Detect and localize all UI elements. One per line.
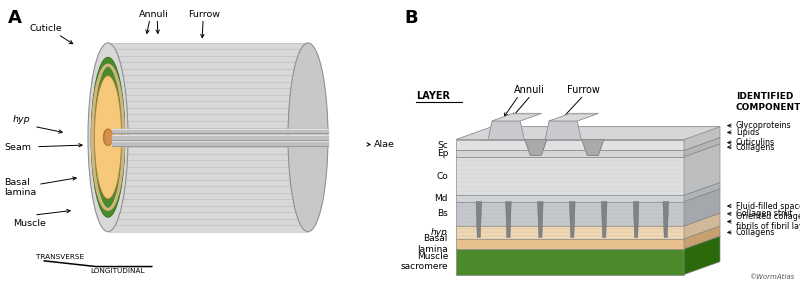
Text: Fluid-filled space: Fluid-filled space — [736, 202, 800, 210]
Polygon shape — [684, 127, 720, 150]
Polygon shape — [488, 121, 524, 140]
Text: Md: Md — [434, 194, 448, 203]
Polygon shape — [684, 182, 720, 202]
Polygon shape — [108, 43, 308, 232]
Polygon shape — [456, 182, 720, 195]
Text: IDENTIFIED
COMPONENTS: IDENTIFIED COMPONENTS — [736, 92, 800, 112]
Ellipse shape — [91, 57, 125, 217]
Polygon shape — [506, 202, 511, 237]
Ellipse shape — [103, 129, 112, 146]
Text: LAYER: LAYER — [416, 91, 450, 101]
Ellipse shape — [88, 43, 128, 232]
Polygon shape — [456, 239, 684, 249]
Text: Glycoproteins: Glycoproteins — [736, 121, 792, 130]
Polygon shape — [634, 202, 639, 237]
Text: Bs: Bs — [438, 209, 448, 218]
Polygon shape — [456, 150, 684, 157]
Polygon shape — [684, 236, 720, 275]
Polygon shape — [525, 140, 547, 155]
Text: Co: Co — [436, 172, 448, 180]
Polygon shape — [684, 189, 720, 226]
Text: Muscle: Muscle — [13, 219, 46, 228]
Text: Collagens: Collagens — [736, 143, 775, 152]
Text: Alae: Alae — [374, 140, 395, 149]
Text: ©WormAtlas: ©WormAtlas — [749, 274, 794, 280]
Polygon shape — [456, 144, 720, 157]
Text: LONGITUDINAL: LONGITUDINAL — [90, 268, 145, 274]
Text: Muscle
sacromere: Muscle sacromere — [400, 252, 448, 271]
Polygon shape — [488, 121, 524, 140]
Polygon shape — [456, 202, 684, 226]
Polygon shape — [456, 213, 720, 226]
Polygon shape — [684, 144, 720, 195]
Polygon shape — [456, 226, 720, 239]
Text: Basal
lamina: Basal lamina — [4, 178, 36, 197]
Text: A: A — [8, 9, 22, 27]
Text: Basal
lamina: Basal lamina — [418, 234, 448, 253]
Polygon shape — [538, 202, 543, 237]
Polygon shape — [582, 140, 604, 155]
Polygon shape — [570, 202, 575, 237]
Text: Annuli: Annuli — [514, 85, 544, 95]
Text: hyp: hyp — [431, 228, 448, 237]
Text: TRANSVERSE: TRANSVERSE — [36, 254, 84, 260]
Polygon shape — [549, 114, 597, 121]
Text: B: B — [404, 9, 418, 27]
Polygon shape — [545, 121, 581, 140]
Text: Furrow: Furrow — [567, 85, 600, 95]
Polygon shape — [602, 202, 607, 237]
Polygon shape — [456, 138, 720, 150]
Text: Seam: Seam — [4, 143, 31, 152]
Polygon shape — [456, 127, 720, 140]
Ellipse shape — [104, 129, 113, 146]
Polygon shape — [663, 202, 669, 237]
Polygon shape — [456, 195, 684, 202]
Text: Annuli: Annuli — [139, 10, 169, 19]
Polygon shape — [549, 113, 598, 121]
Text: Oriented collagen
fibrils of fibril layer: Oriented collagen fibrils of fibril laye… — [736, 212, 800, 231]
Polygon shape — [492, 113, 542, 121]
Text: Furrow: Furrow — [188, 10, 220, 19]
Text: Cuticle: Cuticle — [30, 24, 62, 33]
Polygon shape — [456, 127, 720, 140]
Ellipse shape — [288, 43, 328, 232]
Polygon shape — [684, 226, 720, 249]
Text: Sc: Sc — [438, 140, 448, 150]
Polygon shape — [476, 202, 482, 237]
Polygon shape — [582, 140, 604, 155]
Polygon shape — [456, 236, 720, 249]
Polygon shape — [456, 189, 720, 202]
Polygon shape — [492, 114, 540, 121]
Polygon shape — [525, 140, 547, 155]
Polygon shape — [456, 226, 684, 239]
Text: Collagens: Collagens — [736, 228, 775, 237]
Text: Collagen strut: Collagen strut — [736, 209, 793, 218]
Polygon shape — [684, 213, 720, 239]
Polygon shape — [456, 140, 684, 150]
Text: Ep: Ep — [437, 149, 448, 158]
Text: Cuticulins: Cuticulins — [736, 138, 775, 147]
Polygon shape — [684, 138, 720, 157]
Polygon shape — [456, 157, 684, 195]
Polygon shape — [456, 249, 684, 275]
Text: Lipids: Lipids — [736, 128, 759, 137]
Text: hyp: hyp — [13, 116, 30, 124]
Ellipse shape — [94, 76, 122, 199]
Polygon shape — [545, 121, 581, 140]
